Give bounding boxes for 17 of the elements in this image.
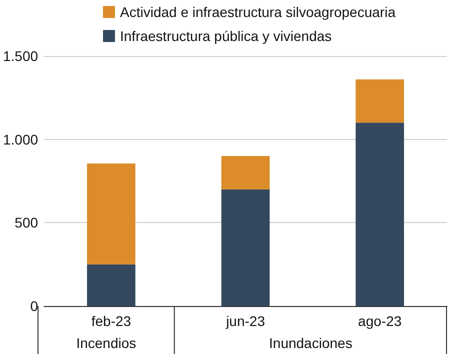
bar — [221, 189, 270, 306]
bar — [356, 122, 404, 306]
y-tick-label: 500 — [14, 214, 38, 231]
x-tick-label: jun-23 — [225, 313, 266, 329]
y-tick-label: 1.000 — [2, 131, 38, 148]
text: Inundaciones — [269, 335, 352, 351]
y-tick-label: 1.500 — [2, 48, 38, 64]
x-tick-label: ago-23 — [358, 313, 402, 329]
bar — [356, 79, 404, 123]
y-tick-label: 0 — [30, 298, 38, 314]
x-tick-label: feb-23 — [91, 313, 132, 329]
legend-label: Infraestructura pública y viviendas — [120, 28, 332, 44]
bar — [221, 156, 270, 190]
text: Incendios — [76, 335, 136, 351]
legend-label: Actividad e infraestructura silvoagropecuaria — [120, 4, 396, 20]
bar — [87, 264, 136, 306]
bar — [87, 164, 136, 264]
